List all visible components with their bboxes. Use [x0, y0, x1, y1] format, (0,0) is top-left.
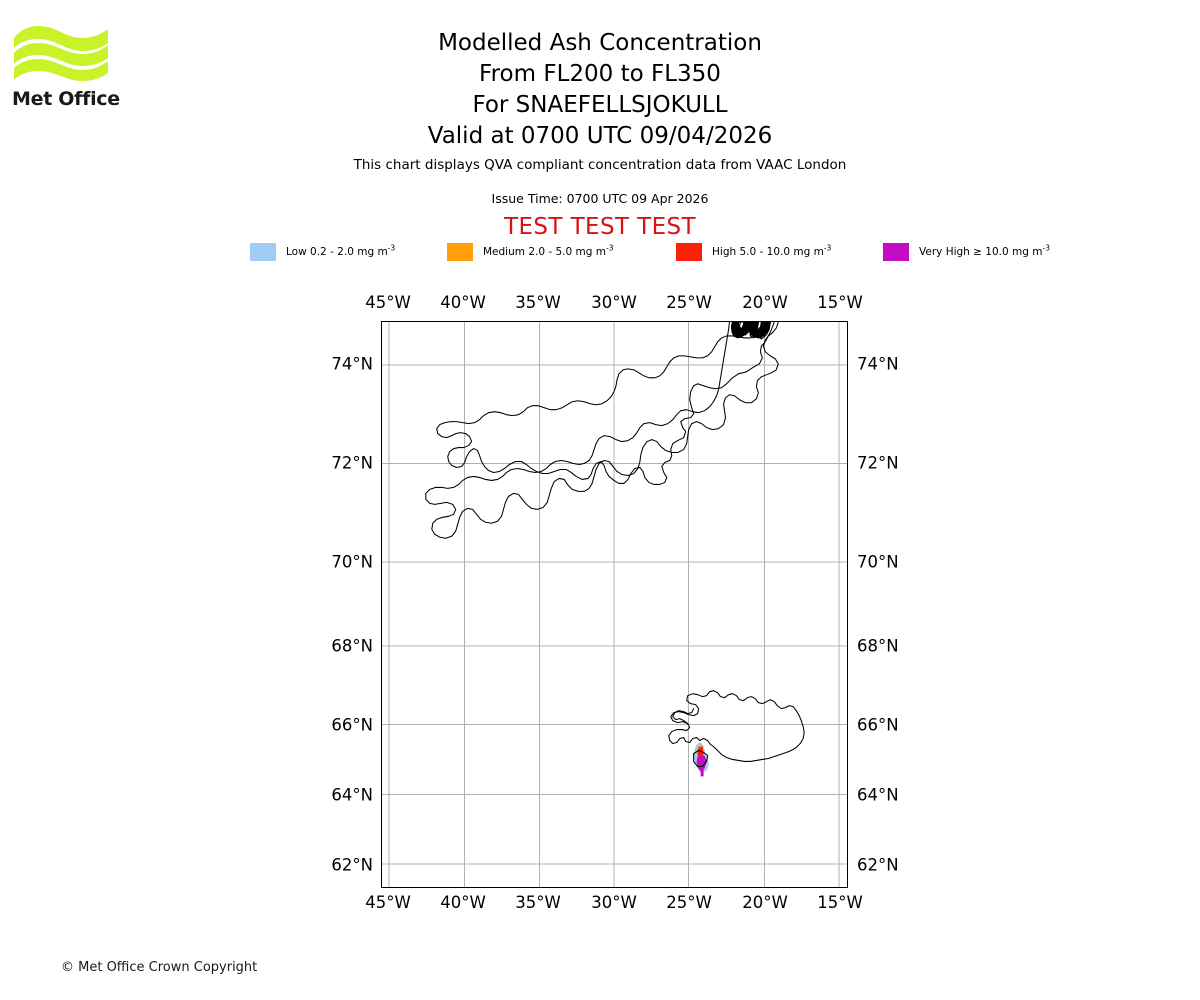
lon-tick-bottom-20w: 20°W [742, 893, 788, 912]
gl-is-1 [731, 322, 746, 337]
map-canvas [382, 322, 847, 887]
legend-label-high: High 5.0 - 10.0 mg m-3 [712, 243, 832, 258]
legend-label-low: Low 0.2 - 2.0 mg m-3 [286, 243, 396, 258]
plume-outline [693, 749, 709, 767]
lat-tick-left-66n: 66°N [331, 715, 373, 735]
lon-tick-top-30w: 30°W [591, 293, 637, 312]
lon-tick-bottom-35w: 35°W [515, 893, 561, 912]
gl-east [425, 322, 779, 539]
map-plot-area[interactable] [381, 321, 848, 888]
ash-plume [693, 742, 709, 777]
iceland [668, 690, 805, 762]
iceland-coast [668, 690, 805, 762]
plume-very-high-tail [700, 768, 704, 777]
lon-tick-top-15w: 15°W [817, 293, 863, 312]
lat-tick-right-66n: 66°N [857, 715, 899, 735]
met-office-wordmark: Met Office [12, 88, 120, 110]
test-banner: TEST TEST TEST [504, 214, 696, 240]
legend-swatch-high [676, 243, 702, 261]
lon-tick-bottom-40w: 40°W [440, 893, 486, 912]
lat-tick-right-70n: 70°N [857, 552, 899, 572]
copyright-notice: © Met Office Crown Copyright [61, 960, 258, 975]
lat-tick-left-62n: 62°N [331, 855, 373, 875]
lon-tick-bottom-30w: 30°W [591, 893, 637, 912]
lat-tick-left-70n: 70°N [331, 552, 373, 572]
legend-swatch-very-high [883, 243, 909, 261]
gl-top-isl-1 [733, 322, 749, 338]
lat-tick-right-68n: 68°N [857, 636, 899, 656]
concentration-legend: Low 0.2 - 2.0 mg m-3 Medium 2.0 - 5.0 mg… [250, 242, 1050, 262]
legend-entry-medium: Medium 2.0 - 5.0 mg m-3 [447, 242, 613, 262]
title-line-main: Modelled Ash Concentration [438, 30, 762, 56]
lat-tick-left-72n: 72°N [331, 453, 373, 473]
lat-tick-left-64n: 64°N [331, 785, 373, 805]
title-line-volcano: For SNAEFELLSJOKULL [472, 92, 728, 118]
gl-island-top-2 [756, 322, 771, 338]
issue-time: Issue Time: 0700 UTC 09 Apr 2026 [491, 191, 709, 206]
iceland-westfjords [672, 708, 695, 725]
legend-label-medium: Medium 2.0 - 5.0 mg m-3 [483, 243, 614, 258]
lon-tick-top-25w: 25°W [666, 293, 712, 312]
greenland-final-render [425, 322, 779, 539]
title-line-flight-levels: From FL200 to FL350 [479, 61, 721, 87]
gl-is-2 [750, 322, 765, 338]
greenland-visible [731, 322, 765, 338]
legend-label-very-high: Very High ≥ 10.0 mg m-3 [919, 243, 1050, 258]
chart-subtitle: This chart displays QVA compliant concen… [353, 157, 847, 173]
lat-tick-right-74n: 74°N [857, 354, 899, 374]
legend-entry-low: Low 0.2 - 2.0 mg m-3 [250, 242, 395, 262]
lon-tick-top-35w: 35°W [515, 293, 561, 312]
lon-tick-bottom-45w: 45°W [365, 893, 411, 912]
lon-tick-bottom-15w: 15°W [817, 893, 863, 912]
lon-tick-top-40w: 40°W [440, 293, 486, 312]
map-gridlines [382, 322, 847, 887]
legend-swatch-medium [447, 243, 473, 261]
lat-tick-right-62n: 62°N [857, 855, 899, 875]
met-office-logo: Met Office [12, 22, 132, 117]
title-line-valid-at: Valid at 0700 UTC 09/04/2026 [427, 123, 773, 149]
legend-entry-high: High 5.0 - 10.0 mg m-3 [676, 242, 831, 262]
greenland-islet-ne-b [748, 322, 762, 337]
lat-tick-right-72n: 72°N [857, 453, 899, 473]
lon-tick-top-45w: 45°W [365, 293, 411, 312]
legend-swatch-low [250, 243, 276, 261]
legend-entry-very-high: Very High ≥ 10.0 mg m-3 [883, 242, 1050, 262]
met-office-logo-mark [14, 26, 108, 81]
page-title: Modelled Ash Concentration From FL200 to… [0, 28, 1200, 152]
lon-tick-top-20w: 20°W [742, 293, 788, 312]
lat-tick-right-64n: 64°N [857, 785, 899, 805]
plume-very-high [696, 755, 707, 772]
lat-tick-left-74n: 74°N [331, 354, 373, 374]
lat-tick-left-68n: 68°N [331, 636, 373, 656]
gl-top-isl-2 [755, 322, 770, 338]
lon-tick-bottom-25w: 25°W [666, 893, 712, 912]
